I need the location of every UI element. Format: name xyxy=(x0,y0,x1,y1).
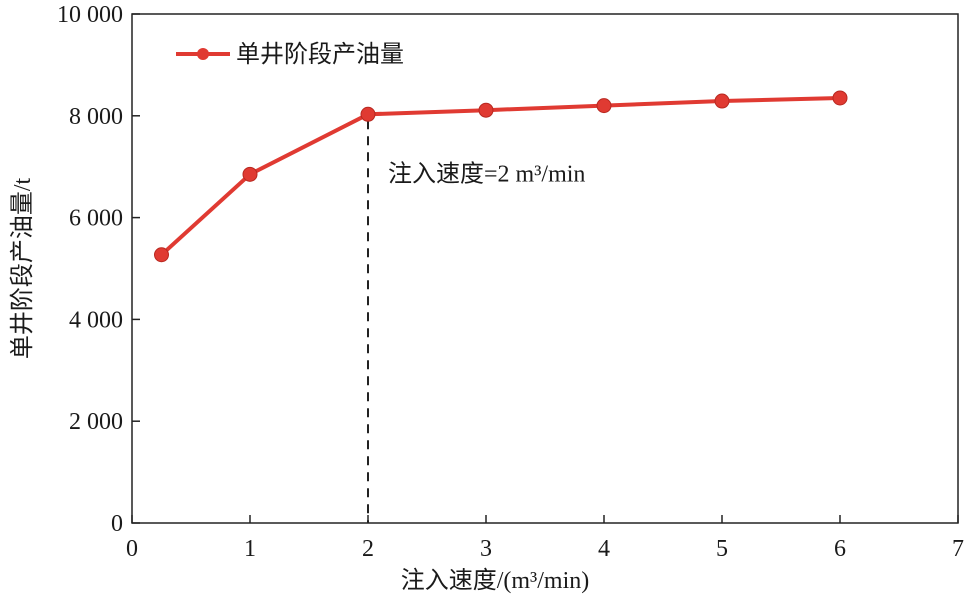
x-tick-label: 3 xyxy=(480,536,492,562)
data-point xyxy=(714,93,730,109)
data-point xyxy=(478,102,494,118)
y-tick-marks xyxy=(132,13,140,524)
data-point xyxy=(360,106,376,122)
y-tick-label: 2 000 xyxy=(69,409,123,435)
data-point xyxy=(242,166,258,182)
legend-label: 单井阶段产油量 xyxy=(236,41,404,68)
y-tick-label: 8 000 xyxy=(69,104,123,130)
x-tick-label: 0 xyxy=(126,536,138,562)
x-tick-label: 5 xyxy=(716,536,728,562)
x-tick-label: 7 xyxy=(952,536,964,562)
x-tick-labels: 0 1 2 3 4 5 6 7 xyxy=(126,536,964,562)
y-axis-title: 单井阶段产油量/t xyxy=(9,178,36,360)
y-tick-label: 0 xyxy=(111,511,123,537)
annotation-label: 注入速度=2 m³/min xyxy=(388,160,585,187)
series-points xyxy=(154,90,848,263)
x-tick-label: 4 xyxy=(598,536,610,562)
plot-frame xyxy=(131,13,959,524)
legend: 单井阶段产油量 xyxy=(176,41,404,68)
x-tick-marks xyxy=(131,515,959,523)
x-tick-label: 1 xyxy=(244,536,256,562)
y-tick-label: 6 000 xyxy=(69,206,123,232)
data-point xyxy=(832,90,848,106)
y-tick-label: 10 000 xyxy=(57,2,123,28)
y-tick-label: 4 000 xyxy=(69,307,123,333)
legend-marker xyxy=(197,48,209,60)
data-point xyxy=(154,247,169,263)
x-tick-label: 6 xyxy=(834,536,846,562)
x-tick-label: 2 xyxy=(362,536,374,562)
data-point xyxy=(596,98,612,114)
y-tick-labels: 0 2 000 4 000 6 000 8 000 10 000 xyxy=(57,2,123,537)
x-axis-title: 注入速度/(m³/min) xyxy=(401,567,590,594)
